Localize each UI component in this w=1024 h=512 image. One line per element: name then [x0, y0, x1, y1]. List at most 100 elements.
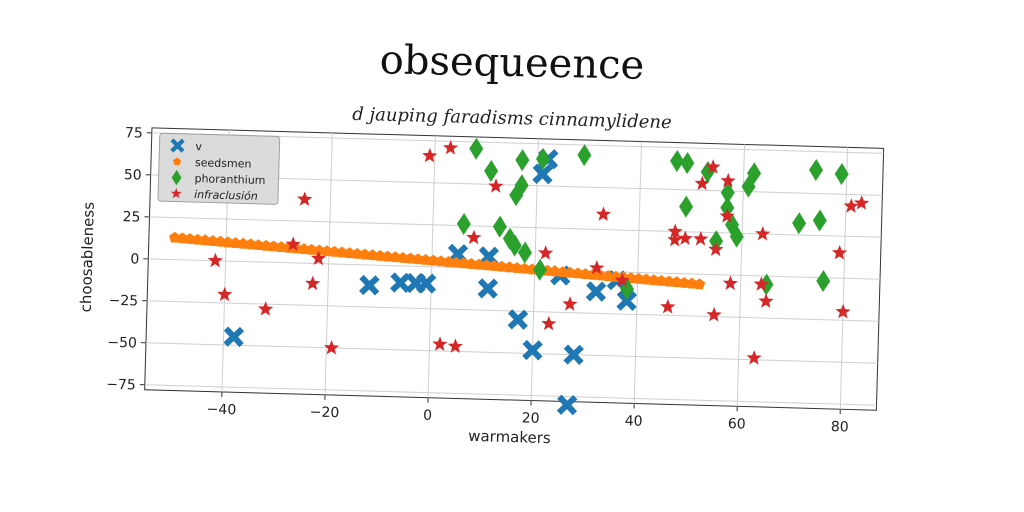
point-infraclusio-n	[835, 303, 851, 319]
point-phoranthium	[515, 149, 530, 172]
point-v	[223, 326, 245, 348]
legend-marker	[173, 157, 182, 166]
point-seedsmen	[184, 233, 196, 244]
point-v	[522, 339, 543, 361]
point-seedsmen	[275, 241, 287, 253]
point-seedsmen	[556, 266, 569, 278]
point-phoranthium	[532, 258, 547, 281]
point-seedsmen	[419, 253, 432, 265]
y-tick-label: 0	[130, 251, 139, 267]
point-seedsmen	[351, 247, 363, 259]
point-v	[507, 309, 529, 330]
point-seedsmen	[579, 268, 592, 280]
point-seedsmen	[199, 234, 211, 246]
x-tick-label: 40	[625, 413, 643, 429]
point-phoranthium	[709, 230, 724, 253]
point-seedsmen	[328, 245, 341, 257]
point-seedsmen	[640, 273, 652, 285]
point-infraclusio-n	[705, 159, 721, 174]
point-seedsmen	[572, 267, 584, 279]
y-axis-label: choosableness	[77, 202, 98, 313]
point-seedsmen	[298, 243, 310, 255]
point-infraclusio-n	[746, 350, 762, 365]
point-v	[563, 344, 584, 366]
point-phoranthium	[620, 278, 635, 301]
point-phoranthium	[456, 212, 471, 235]
x-tick-label: 60	[728, 416, 746, 432]
point-infraclusio-n	[706, 306, 722, 322]
point-seedsmen	[435, 255, 447, 267]
point-infraclusio-n	[310, 250, 327, 266]
point-seedsmen	[488, 260, 500, 271]
point-phoranthium	[747, 162, 762, 185]
point-seedsmen	[366, 249, 379, 261]
point-seedsmen	[207, 235, 219, 247]
point-infraclusio-n	[693, 230, 709, 246]
point-seedsmen	[191, 233, 204, 245]
point-infraclusio-n	[667, 223, 683, 239]
point-v	[585, 281, 607, 302]
legend-marker	[170, 187, 182, 199]
point-phoranthium	[670, 150, 685, 173]
point-phoranthium	[469, 137, 484, 160]
point-infraclusio-n	[432, 336, 448, 351]
point-phoranthium	[680, 152, 695, 175]
point-seedsmen	[450, 256, 462, 268]
point-infraclusio-n	[720, 172, 736, 188]
point-phoranthium	[536, 147, 551, 170]
point-phoranthium	[484, 159, 499, 182]
point-seedsmen	[389, 251, 401, 263]
point-v	[616, 290, 638, 312]
point-seedsmen	[686, 277, 698, 289]
point-phoranthium	[792, 212, 807, 235]
point-infraclusio-n	[854, 195, 870, 210]
point-seedsmen	[222, 236, 234, 248]
point-seedsmen	[518, 262, 531, 274]
point-seedsmen	[359, 248, 371, 260]
y-tick-label: 75	[125, 125, 143, 141]
point-seedsmen	[336, 246, 348, 258]
point-infraclusio-n	[614, 272, 630, 288]
y-tick-label: −50	[107, 335, 137, 352]
point-phoranthium	[809, 158, 824, 181]
point-phoranthium	[577, 144, 592, 167]
point-v	[556, 394, 578, 416]
point-infraclusio-n	[541, 315, 557, 331]
x-axis-label: warmakers	[468, 427, 551, 447]
point-infraclusio-n	[753, 276, 769, 291]
point-seedsmen	[564, 266, 576, 278]
point-v	[532, 163, 553, 185]
legend-label: seedsmen	[195, 156, 252, 171]
point-seedsmen	[670, 276, 683, 288]
point-infraclusio-n	[447, 338, 463, 353]
point-infraclusio-n	[537, 245, 554, 260]
point-seedsmen	[678, 277, 690, 288]
point-phoranthium	[720, 196, 735, 219]
point-seedsmen	[404, 252, 417, 264]
point-seedsmen	[267, 240, 280, 252]
x-tick-label: 20	[521, 410, 539, 426]
data-marks	[169, 137, 870, 416]
x-tick-label: −40	[206, 402, 236, 419]
point-phoranthium	[759, 273, 774, 296]
point-infraclusio-n	[217, 286, 233, 302]
point-infraclusio-n	[832, 244, 848, 260]
point-infraclusio-n	[422, 147, 438, 163]
point-seedsmen	[397, 251, 409, 263]
point-infraclusio-n	[207, 252, 223, 268]
tick-labels: −40 −20 0 20 40 60 80 −75 −50 −25 0 25 50 75	[106, 125, 849, 435]
point-seedsmen	[305, 243, 318, 255]
point-seedsmen	[480, 259, 493, 271]
y-tick-label: 25	[122, 209, 140, 225]
y-tick-label: −75	[106, 377, 136, 394]
point-phoranthium	[729, 225, 744, 248]
y-tick-label: −25	[108, 293, 138, 310]
point-phoranthium	[502, 227, 517, 250]
point-seedsmen	[321, 245, 333, 257]
point-seedsmen	[427, 254, 440, 266]
point-seedsmen	[602, 270, 614, 282]
point-infraclusio-n	[758, 293, 774, 308]
